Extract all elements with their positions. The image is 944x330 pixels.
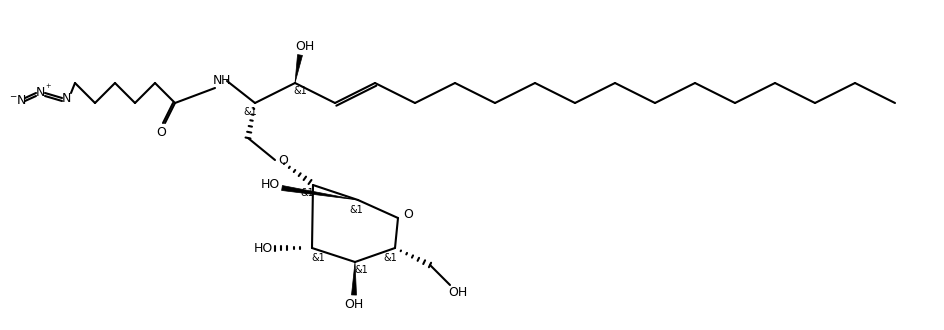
Text: N: N (35, 86, 44, 100)
Text: &1: &1 (243, 107, 257, 117)
Text: HO: HO (253, 242, 272, 254)
Text: &1: &1 (311, 253, 325, 263)
Text: OH: OH (447, 286, 467, 300)
Text: H: H (220, 75, 229, 87)
Text: $^{+}$: $^{+}$ (44, 83, 51, 93)
Polygon shape (351, 262, 356, 295)
Text: N: N (61, 91, 71, 105)
Text: N: N (212, 75, 222, 87)
Text: HO: HO (261, 178, 279, 190)
Polygon shape (281, 185, 358, 200)
Text: &1: &1 (300, 188, 313, 198)
Text: OH: OH (295, 41, 314, 53)
Text: OH: OH (344, 299, 363, 312)
Polygon shape (295, 54, 302, 83)
Text: O: O (156, 125, 166, 139)
Text: &1: &1 (293, 86, 307, 96)
Text: O: O (403, 209, 413, 221)
Text: O: O (278, 153, 288, 167)
Text: &1: &1 (354, 265, 367, 275)
Text: $^{-}$N: $^{-}$N (9, 93, 27, 107)
Text: &1: &1 (382, 253, 396, 263)
Text: &1: &1 (348, 205, 362, 215)
